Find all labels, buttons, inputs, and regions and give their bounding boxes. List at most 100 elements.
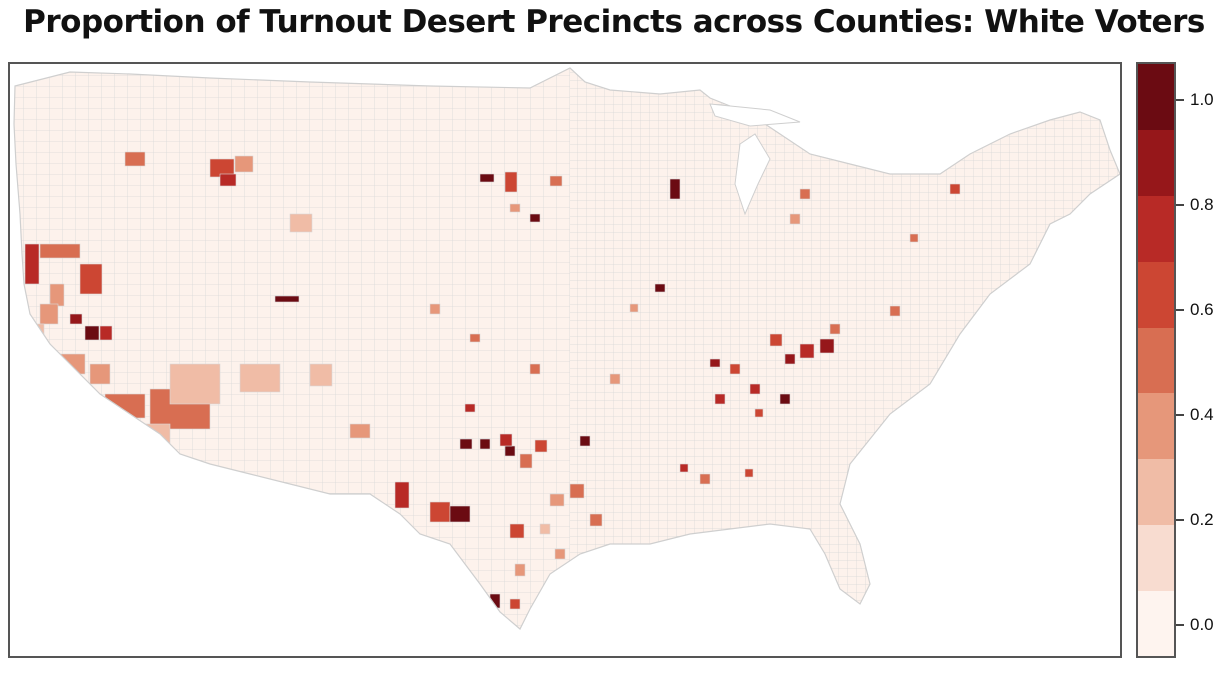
- county-cell: [554, 548, 566, 560]
- legend-tick: [1176, 309, 1184, 311]
- county-cell: [84, 325, 100, 341]
- county-cell: [709, 358, 721, 368]
- county-cell: [949, 183, 961, 195]
- choropleth-map: [8, 62, 1122, 658]
- county-cell: [819, 338, 835, 354]
- county-cell: [139, 423, 171, 445]
- county-cell: [234, 155, 254, 173]
- county-cell: [569, 483, 585, 499]
- county-cell: [509, 203, 521, 213]
- county-cell: [509, 523, 525, 539]
- lake-superior: [709, 103, 801, 127]
- county-cell: [754, 408, 764, 418]
- county-cell: [349, 423, 371, 439]
- county-cell: [699, 473, 711, 485]
- county-cell: [504, 171, 518, 193]
- county-cell: [799, 343, 815, 359]
- county-cell: [654, 283, 666, 293]
- county-cell: [464, 403, 476, 413]
- county-cell: [714, 393, 726, 405]
- us-counties-map: [13, 67, 1120, 630]
- legend-tick-label: 0.4: [1190, 405, 1214, 424]
- county-cell: [479, 173, 495, 183]
- legend-tick: [1176, 414, 1184, 416]
- county-cell: [104, 393, 146, 419]
- map-title: Proportion of Turnout Desert Precincts a…: [23, 4, 1205, 40]
- county-cell: [169, 363, 221, 405]
- county-cell: [99, 325, 113, 341]
- legend-bin: [1138, 458, 1174, 525]
- county-cell: [499, 433, 513, 447]
- county-cell: [24, 243, 40, 285]
- county-cell: [744, 468, 754, 478]
- legend-tick: [1176, 519, 1184, 521]
- county-cells: [24, 151, 961, 610]
- legend-tick: [1176, 99, 1184, 101]
- county-cell: [429, 501, 451, 523]
- county-cell: [534, 439, 548, 453]
- legend-tick-label: 0.0: [1190, 615, 1214, 634]
- county-cell: [469, 333, 481, 343]
- legend-tick: [1176, 624, 1184, 626]
- county-cell: [504, 445, 516, 457]
- county-cell: [309, 363, 333, 387]
- county-cell: [274, 295, 300, 303]
- county-cell: [784, 353, 796, 365]
- county-cell: [69, 313, 83, 325]
- county-cell: [779, 393, 791, 405]
- county-cell: [394, 481, 410, 509]
- county-cell: [789, 213, 801, 225]
- legend-bin: [1138, 129, 1174, 197]
- county-cell: [909, 233, 919, 243]
- county-cell: [219, 173, 237, 187]
- legend-bin: [1138, 392, 1174, 460]
- county-cell: [514, 563, 526, 577]
- legend-tick: [1176, 204, 1184, 206]
- county-cell: [679, 463, 689, 473]
- county-cell: [289, 213, 313, 233]
- county-cell: [629, 303, 639, 313]
- color-legend: [1136, 62, 1176, 658]
- county-cell: [799, 188, 811, 200]
- county-cell: [549, 175, 563, 187]
- county-cell: [579, 435, 591, 447]
- legend-tick-label: 1.0: [1190, 90, 1214, 109]
- county-cell: [749, 383, 761, 395]
- county-cell: [589, 513, 603, 527]
- legend-bin: [1138, 524, 1174, 591]
- county-cell: [29, 323, 45, 351]
- county-cell: [769, 333, 783, 347]
- county-cell: [89, 363, 111, 385]
- county-cell: [829, 323, 841, 335]
- county-cell: [529, 363, 541, 375]
- county-cell: [729, 363, 741, 375]
- county-cell: [889, 305, 901, 317]
- counties-layer: [14, 68, 1120, 629]
- county-cell: [509, 598, 521, 610]
- lake-michigan: [734, 133, 771, 216]
- legend-tick-label: 0.6: [1190, 300, 1214, 319]
- county-cell: [459, 438, 473, 450]
- county-cell: [39, 243, 81, 259]
- us-outline: [13, 67, 1120, 630]
- legend-bin: [1138, 195, 1174, 262]
- county-cell: [549, 493, 565, 507]
- legend-tick-label: 0.2: [1190, 510, 1214, 529]
- county-cell: [79, 263, 103, 295]
- county-cell: [124, 151, 146, 167]
- county-cell: [449, 505, 471, 523]
- county-cell: [479, 438, 491, 450]
- legend-tick-label: 0.8: [1190, 195, 1214, 214]
- county-cell: [669, 178, 681, 200]
- legend-bin: [1138, 64, 1174, 131]
- county-cell: [429, 303, 441, 315]
- county-cell: [39, 303, 59, 325]
- county-cell: [539, 523, 551, 535]
- county-cell: [519, 453, 533, 469]
- legend-bin: [1138, 590, 1174, 656]
- county-cell: [609, 373, 621, 385]
- county-cell: [49, 283, 65, 307]
- legend-bin: [1138, 261, 1174, 328]
- legend-bin: [1138, 327, 1174, 394]
- county-cell: [239, 363, 281, 393]
